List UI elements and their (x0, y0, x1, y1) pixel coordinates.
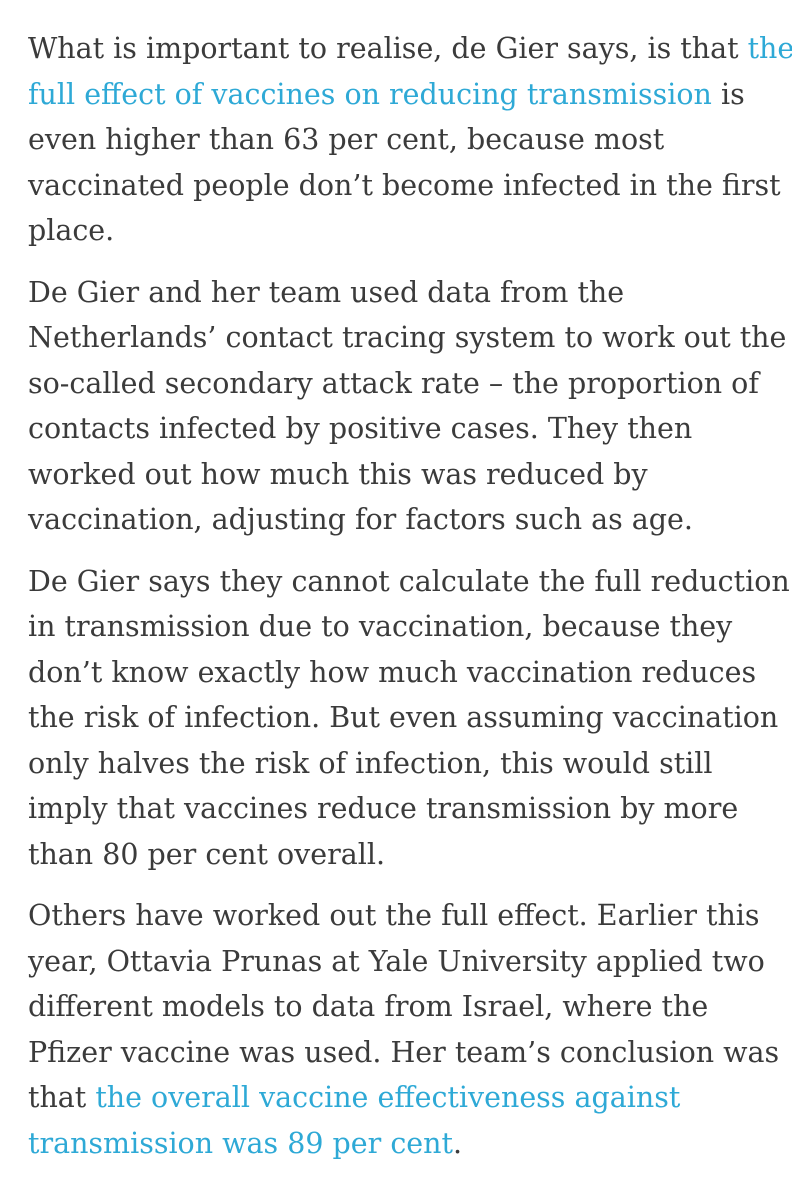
inline-link[interactable]: full effect of vaccines on reducing tran… (28, 77, 712, 111)
paragraph-text: De Gier and her team used data from the (28, 275, 625, 309)
paragraph-line: different models to data from Israel, wh… (28, 984, 764, 1030)
paragraph-line: contacts infected by positive cases. The… (28, 406, 764, 452)
paragraph-text: worked out how much this was reduced by (28, 457, 648, 491)
paragraph-text: is (711, 77, 745, 111)
paragraph-line: vaccination, adjusting for factors such … (28, 497, 764, 543)
paragraph-text: What is important to realise, de Gier sa… (28, 32, 748, 65)
paragraph-text: the risk of infection. But even assuming… (28, 701, 779, 734)
article-paragraph: Others have worked out the full effect. … (28, 893, 779, 1167)
paragraph-text: Others have worked out the full effect. … (28, 899, 760, 932)
paragraph-text: . (452, 1126, 463, 1160)
paragraph-text: year, Ottavia Prunas at Yale University … (28, 944, 765, 978)
paragraph-line: worked out how much this was reduced by (28, 452, 764, 498)
paragraph-line: transmission was 89 per cent. (28, 1121, 764, 1167)
article-paragraph: What is important to realise, de Gier sa… (28, 26, 792, 254)
paragraph-line: What is important to realise, de Gier sa… (28, 26, 792, 72)
paragraph-line: in transmission due to vaccination, beca… (28, 604, 764, 650)
paragraph-text: Netherlands’ contact tracing system to w… (28, 321, 787, 354)
paragraph-line: De Gier and her team used data from the (28, 270, 764, 316)
paragraph-text: that (28, 1081, 96, 1114)
article-paragraph: De Gier says they cannot calculate the f… (28, 559, 790, 878)
paragraph-line: even higher than 63 per cent, because mo… (28, 117, 764, 163)
paragraph-text: contacts infected by positive cases. The… (28, 412, 693, 445)
paragraph-text: in transmission due to vaccination, beca… (28, 610, 733, 643)
paragraph-line: than 80 per cent overall. (28, 832, 764, 878)
paragraph-line: full effect of vaccines on reducing tran… (28, 72, 764, 118)
paragraph-text: Pfizer vaccine was used. Her team’s conc… (28, 1035, 780, 1069)
article-paragraph: De Gier and her team used data from the N… (28, 270, 786, 543)
inline-link[interactable]: the overall vaccine effectiveness agains… (95, 1081, 681, 1114)
paragraph-line: Pfizer vaccine was used. Her team’s conc… (28, 1030, 779, 1076)
paragraph-text: different models to data from Israel, wh… (28, 990, 709, 1023)
paragraph-line: year, Ottavia Prunas at Yale University … (28, 939, 765, 985)
paragraph-text: vaccination, adjusting for factors such … (28, 503, 693, 536)
paragraph-text: than 80 per cent overall. (28, 837, 386, 871)
paragraph-line: don’t know exactly how much vaccination … (28, 650, 764, 696)
paragraph-line: the risk of infection. But even assuming… (28, 695, 778, 741)
paragraph-line: so-called secondary attack rate – the pr… (28, 361, 764, 407)
paragraph-text: only halves the risk of infection, this … (28, 746, 713, 780)
paragraph-line: Others have worked out the full effect. … (28, 893, 764, 939)
paragraph-line: De Gier says they cannot calculate the f… (28, 559, 790, 605)
paragraph-line: that the overall vaccine effectiveness a… (28, 1075, 764, 1121)
paragraph-line: place. (28, 208, 764, 254)
inline-link[interactable]: transmission was 89 per cent (28, 1126, 453, 1160)
paragraph-text: vaccinated people don’t become infected … (28, 168, 781, 202)
paragraph-line: imply that vaccines reduce transmission … (28, 786, 764, 832)
paragraph-line: Netherlands’ contact tracing system to w… (28, 315, 786, 361)
paragraph-text: even higher than 63 per cent, because mo… (28, 123, 665, 156)
paragraph-text: imply that vaccines reduce transmission … (28, 792, 739, 825)
inline-link[interactable]: the (747, 32, 792, 65)
paragraph-text: so-called secondary attack rate – the pr… (28, 366, 759, 400)
paragraph-line: only halves the risk of infection, this … (28, 741, 764, 787)
paragraph-text: place. (28, 214, 115, 247)
paragraph-text: De Gier says they cannot calculate the f… (28, 564, 790, 598)
paragraph-text: don’t know exactly how much vaccination … (28, 655, 757, 689)
paragraph-line: vaccinated people don’t become infected … (28, 163, 781, 209)
